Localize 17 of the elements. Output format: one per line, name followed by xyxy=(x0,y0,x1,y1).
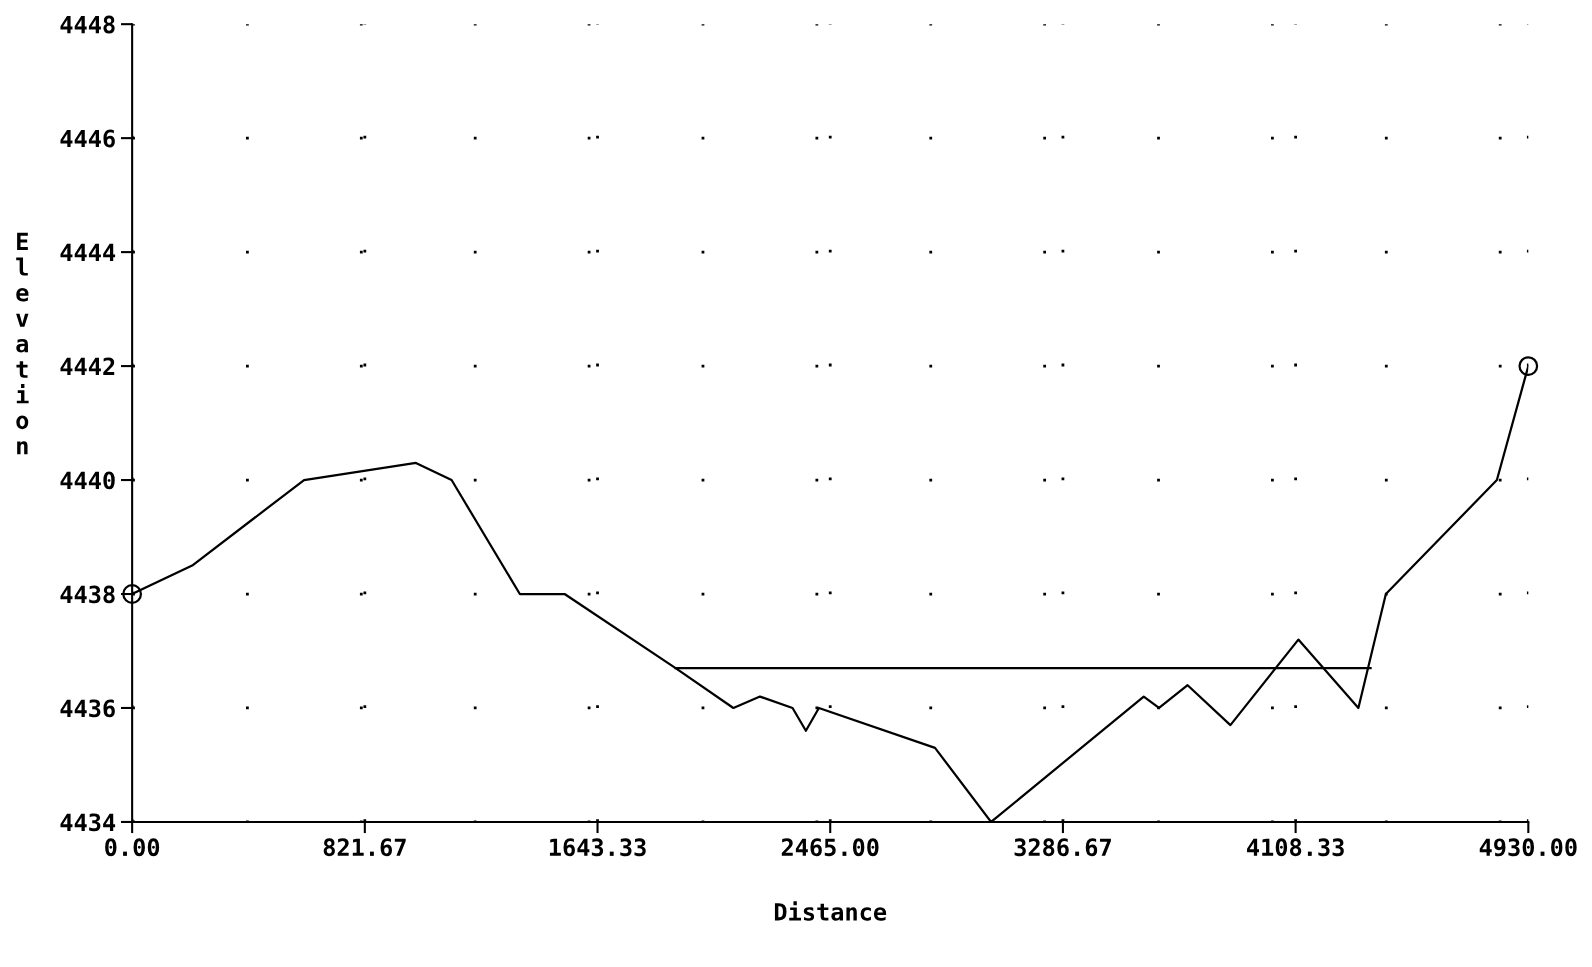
y-tick-label: 4444 xyxy=(60,243,116,262)
y-tick-label: 4440 xyxy=(60,471,115,490)
x-tick-label: 0.00 xyxy=(105,838,160,857)
y-tick-label: 4436 xyxy=(60,699,115,718)
x-tick-label: 4930.00 xyxy=(1479,838,1577,857)
y-tick-label: 4446 xyxy=(60,129,115,148)
x-tick-label: 4108.33 xyxy=(1247,838,1344,857)
text: Elevation xyxy=(16,232,29,455)
y-tick-label: 4442 xyxy=(60,357,115,376)
y-tick-label: 4448 xyxy=(60,15,115,34)
x-axis-title: Distance xyxy=(774,901,887,921)
x-tick-label: 821.67 xyxy=(323,838,406,857)
x-tick-label: 1643.33 xyxy=(549,838,646,857)
y-tick-label: 4434 xyxy=(60,813,116,832)
x-tick-label: 3286.67 xyxy=(1014,838,1111,857)
y-tick-label: 4438 xyxy=(60,585,115,604)
x-tick-label: 2465.00 xyxy=(781,838,879,857)
